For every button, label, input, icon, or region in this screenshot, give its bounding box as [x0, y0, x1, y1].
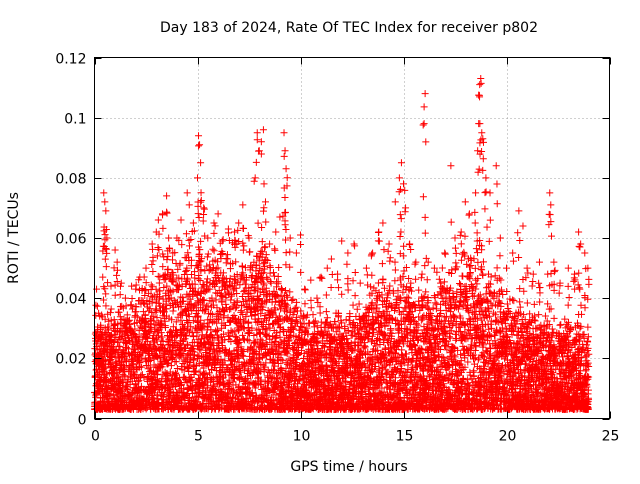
data-points [91, 75, 592, 413]
data-point [223, 259, 230, 266]
data-point [398, 346, 405, 353]
data-point [111, 316, 118, 323]
chart-title: Day 183 of 2024, Rate Of TEC Index for r… [160, 20, 538, 36]
data-point [268, 280, 275, 287]
data-point [182, 268, 189, 275]
data-point [207, 310, 214, 317]
data-point [140, 308, 147, 315]
data-point [310, 319, 317, 326]
data-point [240, 335, 247, 342]
data-point [163, 283, 170, 290]
data-point [263, 274, 270, 281]
data-point [392, 305, 399, 312]
data-point [209, 246, 216, 253]
data-point [275, 273, 282, 280]
data-point [412, 276, 419, 283]
data-point [324, 314, 331, 321]
data-point [270, 269, 277, 276]
x-axis-label: GPS time / hours [290, 459, 407, 475]
data-point [184, 276, 191, 283]
data-point [343, 316, 350, 323]
data-point [155, 273, 162, 280]
data-point [274, 375, 281, 382]
data-point [415, 287, 422, 294]
data-point [310, 311, 317, 318]
data-point [275, 264, 282, 271]
data-point [354, 306, 361, 313]
data-point [211, 247, 218, 254]
y-axis-label: ROTI / TECUs [6, 192, 22, 284]
data-point [407, 378, 414, 385]
data-point [244, 336, 251, 343]
data-point [149, 268, 156, 275]
data-point [152, 309, 159, 316]
data-point [367, 283, 374, 290]
data-point [187, 236, 194, 243]
data-point [288, 297, 295, 304]
data-point [206, 319, 213, 326]
